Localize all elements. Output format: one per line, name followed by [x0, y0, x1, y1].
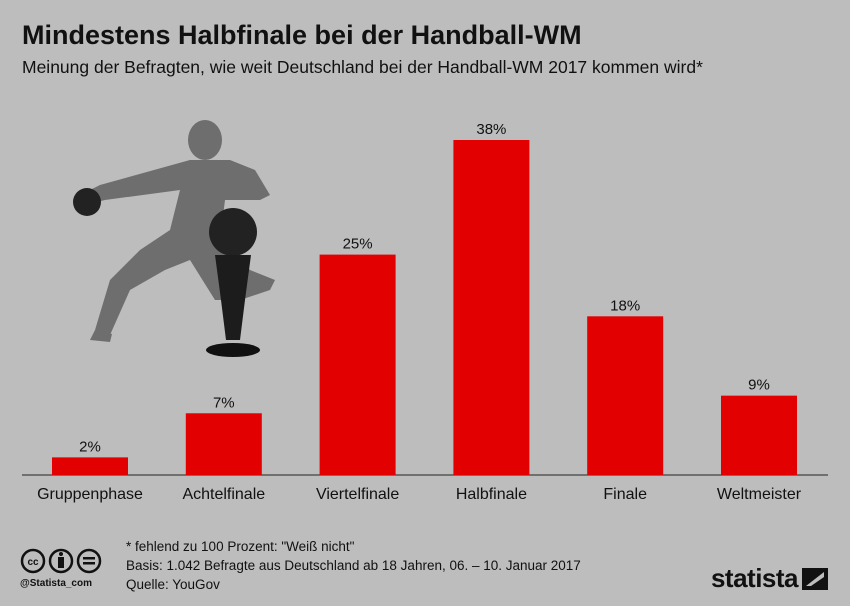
statista-handle: @Statista_com [20, 578, 92, 589]
footnote-basis: Basis: 1.042 Befragte aus Deutschland ab… [126, 558, 581, 573]
value-label: 18% [610, 297, 640, 314]
value-label: 2% [79, 438, 101, 455]
creative-commons-icons: cc [20, 548, 110, 579]
category-label: Halbfinale [456, 486, 527, 503]
value-label: 38% [476, 121, 506, 138]
handball-icon [73, 188, 101, 216]
bar-achtelfinale [185, 413, 262, 475]
svg-text:cc: cc [27, 557, 39, 568]
bar-viertelfinale [319, 254, 396, 475]
trophy-icon [206, 208, 260, 357]
statista-logo-icon [802, 567, 828, 590]
value-label: 9% [748, 377, 770, 394]
statista-logo[interactable]: statista [711, 563, 828, 594]
bar-finale [587, 316, 664, 475]
chart-subtitle: Meinung der Befragten, wie weit Deutschl… [22, 57, 703, 77]
category-label: Finale [603, 486, 647, 503]
by-icon [48, 548, 74, 574]
category-label: Viertelfinale [316, 486, 399, 503]
footnote-missing: * fehlend zu 100 Prozent: "Weiß nicht" [126, 539, 355, 554]
category-label: Weltmeister [717, 486, 802, 503]
value-label: 7% [213, 394, 235, 411]
category-label: Achtelfinale [182, 486, 265, 503]
bar-halbfinale [453, 140, 530, 475]
nd-icon [76, 548, 102, 574]
bar-gruppenphase [52, 457, 128, 475]
footnote-source: Quelle: YouGov [126, 577, 220, 592]
footnotes: * fehlend zu 100 Prozent: "Weiß nicht" B… [126, 537, 581, 594]
bar-weltmeister [721, 395, 797, 475]
category-label: Gruppenphase [37, 486, 143, 503]
cc-icon [20, 548, 46, 574]
chart-title: Mindestens Halbfinale bei der Handball-W… [22, 20, 582, 50]
bar-chart: 2% Gruppenphase 7% Achtelfinale 25% Viertelfi… [22, 120, 828, 503]
value-label: 25% [343, 236, 373, 253]
